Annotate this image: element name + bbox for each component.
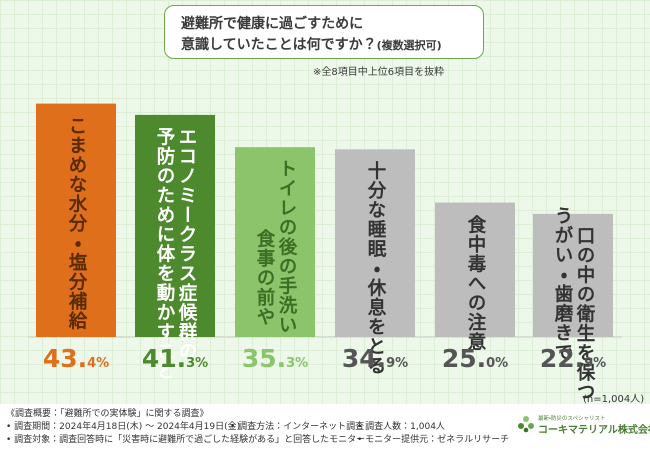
value-decimal: 4% <box>87 356 110 371</box>
bar-5 <box>435 202 515 337</box>
title-multiple-choice-note: (複数選択可) <box>376 39 442 52</box>
bar-label-4-1: 十分な睡眠・休息をとる <box>365 161 386 376</box>
value-number: 43. <box>42 344 88 373</box>
bar-label-6-2: うがい・歯磨きで <box>552 205 573 362</box>
value-label-1: 43.4% <box>26 344 126 373</box>
bar-label-1-1: こまめな水分・塩分補給 <box>66 115 87 331</box>
value-number: 22. <box>539 344 585 373</box>
value-decimal: 3% <box>186 356 209 371</box>
bar-label-3-1: トイレの後の手洗い <box>276 159 297 335</box>
value-decimal: 9% <box>386 356 409 371</box>
value-number: 25. <box>441 344 487 373</box>
bar-4 <box>335 149 415 337</box>
chart-title-line1: 避難所で健康に過ごすために <box>181 16 364 32</box>
value-number: 41. <box>141 344 187 373</box>
footer-target: • 調査対象：調査回答時に「災害時に避難所で過ごした経験がある」と回答したモニタ… <box>6 435 366 445</box>
value-label-6: 22.9% <box>523 344 623 373</box>
title-question: 意識していたことは何ですか？ <box>181 37 377 53</box>
bar-chart <box>28 103 622 338</box>
bar-label-2-2: 予防のために体を動かすこと <box>154 126 175 381</box>
sample-size-label: (n=1,004人) <box>583 394 645 405</box>
bar-2 <box>135 114 215 337</box>
bar-label-6-1: 口の中の衛生を保つこと <box>574 225 595 441</box>
bar-label-3-2: 食事の前や <box>254 229 275 327</box>
bar-6 <box>533 213 613 337</box>
subset-note: ※全8項目中上位6項目を抜粋 <box>313 67 445 78</box>
company-tagline: 最新・防災のスペシャリスト <box>538 416 606 422</box>
value-decimal: 3% <box>286 356 309 371</box>
value-number: 35. <box>241 344 287 373</box>
value-decimal: 9% <box>584 356 607 371</box>
bar-label-2-1: エコノミークラス症候群の <box>176 126 197 361</box>
bar-3 <box>235 147 315 337</box>
footer-count: • 調査人数：1,004人 <box>357 422 445 432</box>
value-label-4: 34.9% <box>325 344 425 373</box>
survey-footer: 《調査概要：「避難所での実体験」に関する調査》 • 調査期間：2024年4月18… <box>0 404 650 450</box>
value-decimal: 0% <box>486 356 509 371</box>
value-label-2: 41.3% <box>125 344 225 373</box>
value-number: 34. <box>341 344 387 373</box>
bar-label-5-1: 食中毒への注意 <box>465 214 486 352</box>
title-box: 避難所で健康に過ごすために 意識していたことは何ですか？(複数選択可) <box>164 5 484 59</box>
chart-title-line2: 意識していたことは何ですか？(複数選択可) <box>181 34 442 54</box>
value-label-5: 25.0% <box>425 344 525 373</box>
company-logo-icon <box>518 416 534 433</box>
company-name: コーキマテリアル株式会社 <box>538 425 650 436</box>
value-label-3: 35.3% <box>225 344 325 373</box>
footer-method: • 調査方法：インターネット調査 <box>230 422 365 432</box>
footer-survey-title: 《調査概要：「避難所での実体験」に関する調査》 <box>6 409 209 419</box>
bar-1 <box>36 103 116 337</box>
footer-provider: • モニター提供元：ゼネラルリサーチ <box>357 435 510 445</box>
footer-period: • 調査期間：2024年4月18日(木) ～ 2024年4月19日(金) <box>6 422 241 432</box>
